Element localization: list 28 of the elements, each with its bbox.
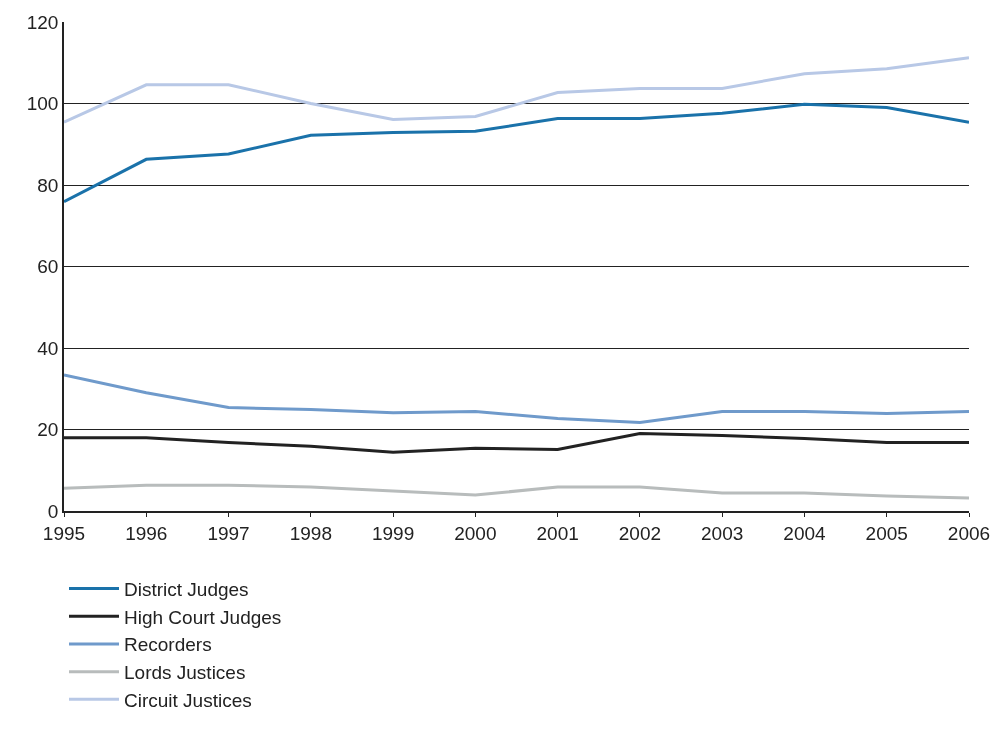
line-series — [64, 56, 969, 124]
line-series — [64, 102, 969, 204]
legend-label: District Judges — [124, 578, 249, 600]
x-tick-label: 2006 — [947, 522, 991, 544]
x-tick-label: 1998 — [289, 522, 332, 544]
x-tick-label: 2000 — [454, 522, 497, 544]
x-tick-label: 1997 — [207, 522, 250, 544]
legend-label: High Court Judges — [124, 606, 282, 628]
legend-label: Recorders — [124, 634, 212, 656]
y-tick-label: 120 — [26, 11, 59, 33]
x-tick-label: 2002 — [618, 522, 662, 544]
y-tick-label: 60 — [37, 256, 59, 278]
x-tick-label: 1999 — [371, 522, 415, 544]
y-tick-label: 40 — [37, 337, 59, 359]
x-tick-label: 2001 — [536, 522, 579, 544]
line-series — [64, 483, 969, 500]
x-tick-label: 2005 — [865, 522, 908, 544]
line-series — [64, 373, 969, 425]
y-tick-label: 80 — [37, 174, 59, 196]
legend-label: Lords Justices — [124, 662, 246, 684]
y-tick-label: 0 — [47, 500, 59, 522]
y-tick-label: 100 — [26, 93, 59, 115]
x-tick-label: 1996 — [125, 522, 168, 544]
legend-label: Circuit Justices — [124, 689, 252, 711]
x-tick-label: 1995 — [42, 522, 86, 544]
x-tick-label: 2003 — [701, 522, 744, 544]
y-tick-label: 20 — [37, 419, 59, 441]
x-tick-label: 2004 — [783, 522, 827, 544]
